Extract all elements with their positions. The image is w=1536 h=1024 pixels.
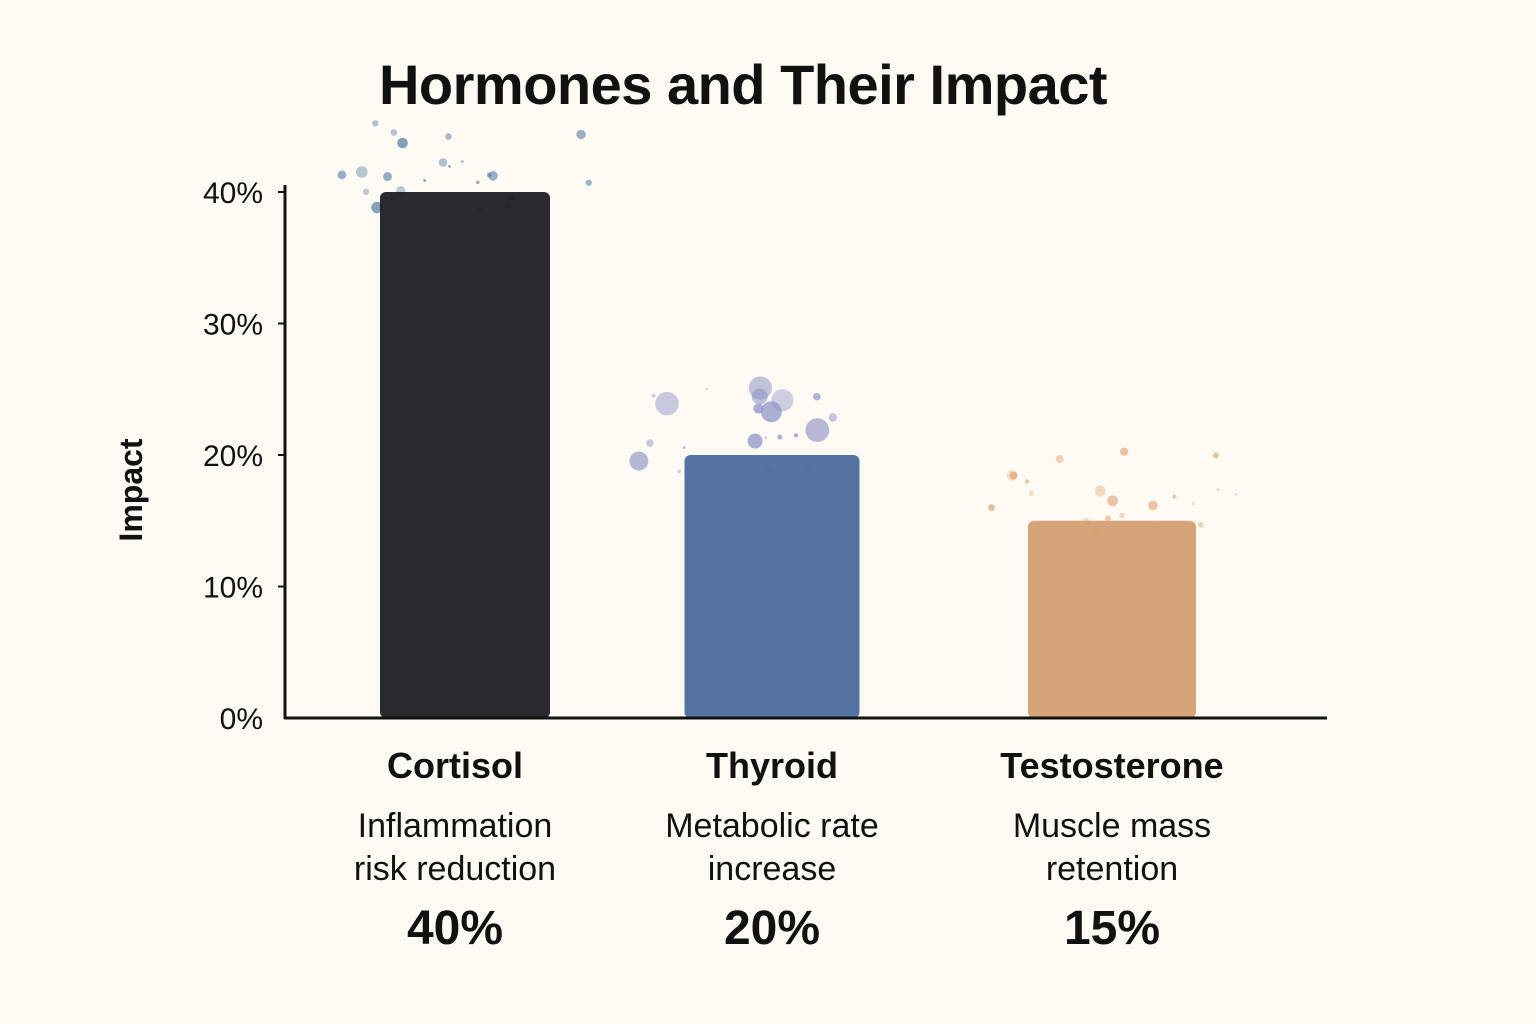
splash-dot <box>1107 495 1119 507</box>
category-label-group: Cortisol Inflammation risk reduction 40% <box>295 745 615 956</box>
splash-dot <box>423 179 427 182</box>
splash-dot <box>1119 447 1129 456</box>
splash-dot <box>1148 500 1158 511</box>
category-label-group: Thyroid Metabolic rate increase 20% <box>612 745 932 956</box>
splash-dot <box>1104 515 1111 522</box>
splash-dot <box>629 451 649 471</box>
splash-dot <box>777 434 783 440</box>
splash-dot <box>677 469 682 474</box>
value-label: 15% <box>1063 902 1161 955</box>
splash-dot <box>646 439 654 447</box>
y-tick-label: 10% <box>203 572 263 605</box>
splash-dot <box>988 504 995 511</box>
bar-thyroid <box>684 455 860 718</box>
splash-dot <box>1198 521 1204 528</box>
splash-dot <box>576 129 586 140</box>
splash-dot <box>1119 512 1125 519</box>
description-line: increase <box>707 850 837 888</box>
splash-dot <box>371 201 383 214</box>
watercolor-splashes <box>337 120 1237 540</box>
splash-dot <box>356 166 368 178</box>
value-label: 40% <box>406 902 504 955</box>
value-label: 20% <box>723 902 821 955</box>
splash-dot <box>1172 494 1177 499</box>
splash-dot <box>337 170 347 180</box>
splash-dot <box>760 401 782 423</box>
category-name: Thyroid <box>706 745 838 786</box>
splash-dot <box>1234 493 1237 496</box>
splash-dot <box>705 387 708 391</box>
y-tick-label: 30% <box>203 309 263 342</box>
splash-dot <box>1216 488 1220 492</box>
splash-dot <box>748 376 772 400</box>
category-label-group: Testosterone Muscle mass retention 15% <box>952 745 1272 956</box>
y-axis-label: Impact <box>113 438 149 541</box>
description-line: risk reduction <box>353 850 557 888</box>
splash-dot <box>488 171 498 181</box>
splash-dot <box>476 180 480 185</box>
splash-dot <box>1028 490 1034 496</box>
bar-testosterone <box>1028 520 1196 718</box>
y-tick-label: 40% <box>203 177 263 210</box>
category-description: Inflammation risk reduction <box>295 805 615 891</box>
splash-dot <box>764 436 767 439</box>
splash-dot <box>372 120 379 127</box>
splash-dot <box>390 129 398 136</box>
splash-dot <box>651 393 656 398</box>
splash-dot <box>655 391 679 416</box>
description-line: Muscle mass <box>1012 807 1212 845</box>
category-name: Testosterone <box>1000 745 1224 786</box>
description-line: retention <box>1045 850 1179 888</box>
splash-dot <box>438 158 448 167</box>
splash-dot <box>1094 485 1106 497</box>
splash-dot <box>1213 452 1219 459</box>
splash-dot <box>1024 479 1030 484</box>
splash-dot <box>1191 502 1195 506</box>
splash-dot <box>813 392 821 401</box>
splash-dot <box>828 413 837 422</box>
category-description: Muscle mass retention <box>952 805 1272 891</box>
category-name: Cortisol <box>386 745 523 786</box>
splash-dot <box>1055 455 1064 464</box>
splash-dot <box>805 418 830 442</box>
splash-dot <box>585 179 592 186</box>
y-tick-label: 20% <box>203 440 263 473</box>
y-tick-label: 0% <box>220 703 263 736</box>
chart-title: Hormones and Their Impact <box>378 53 1108 116</box>
splash-dot <box>383 172 392 182</box>
splash-dot <box>460 159 464 164</box>
splash-dot <box>793 433 799 438</box>
splash-dot <box>747 433 763 449</box>
splash-dot <box>445 133 452 140</box>
splash-dot <box>448 165 451 168</box>
splash-dot <box>1009 471 1018 480</box>
bar-cortisol <box>380 192 550 718</box>
description-line: Inflammation <box>357 807 553 845</box>
description-line: Metabolic rate <box>665 807 879 845</box>
category-description: Metabolic rate increase <box>612 805 932 891</box>
splash-dot <box>397 137 408 149</box>
splash-dot <box>362 188 370 196</box>
splash-dot <box>682 446 686 449</box>
